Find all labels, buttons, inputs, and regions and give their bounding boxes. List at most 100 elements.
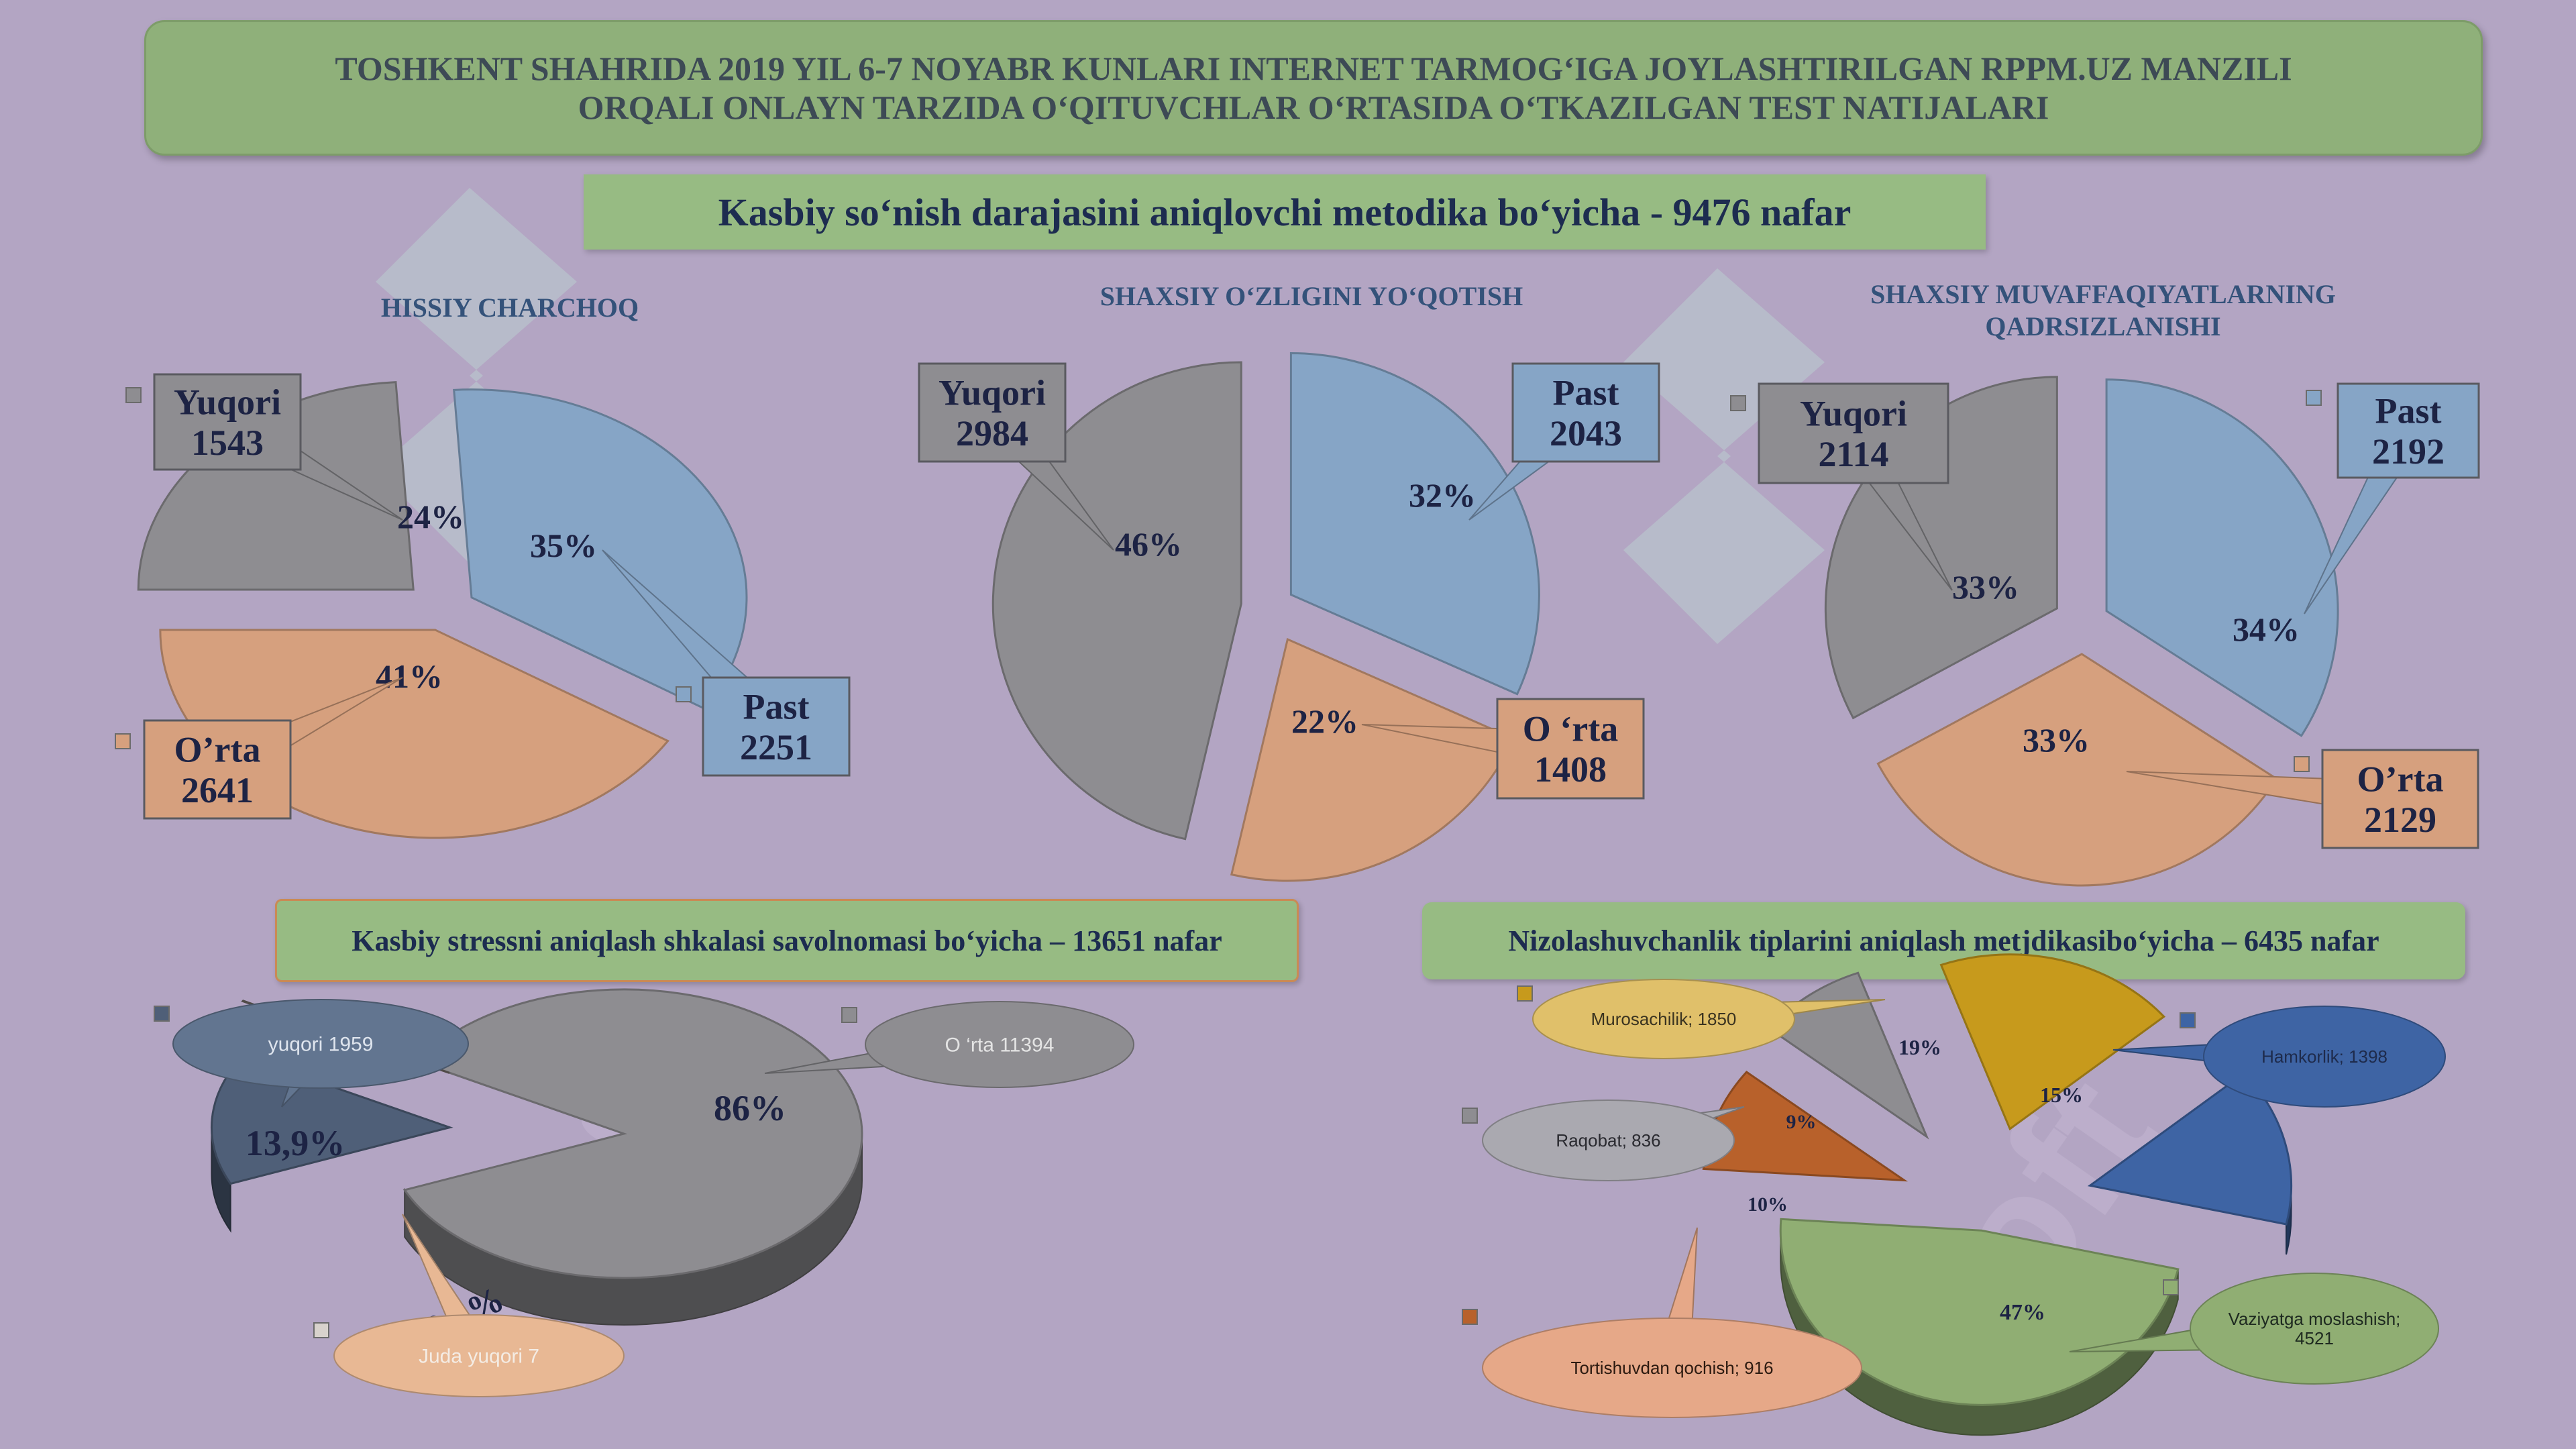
callout-bubble	[2190, 1273, 2439, 1385]
callout-value: 2129	[2364, 800, 2436, 840]
callout-label: O’rta	[2357, 759, 2444, 800]
pie-slice	[1876, 653, 2278, 887]
callout-value: 2192	[2372, 431, 2445, 472]
callout-label: Yuqori	[938, 373, 1046, 413]
callout-bubble	[2203, 1006, 2446, 1108]
legend-marker	[2294, 756, 2310, 772]
pct-label: 35%	[530, 527, 597, 564]
pie-chart-2	[991, 352, 1540, 882]
callout-bubble	[1532, 979, 1795, 1059]
callout-label: Vaziyatga moslashish;	[2229, 1309, 2401, 1329]
main-title-banner: TOSHKENT SHAHRIDA 2019 YIL 6-7 NOYABR KU…	[144, 20, 2483, 156]
pct-label: 15%	[2040, 1083, 2083, 1107]
pie-slice	[2105, 378, 2339, 737]
pct-label: 13,9%	[246, 1123, 345, 1163]
legend-marker	[1730, 395, 1746, 411]
callout-label: yuqori 1959	[268, 1034, 374, 1056]
callout-box	[1511, 362, 1660, 463]
chart-2-title: SHAXSIY O‘ZLIGINI YO‘QOTISH	[1099, 281, 1523, 311]
callout-orta-4: O ‘rta 11394	[764, 1001, 1134, 1088]
callout-value: 2984	[956, 413, 1028, 453]
callout-bubble	[333, 1314, 625, 1397]
callout-raqobat: Raqobat; 836	[1482, 1099, 1745, 1181]
pct-label: 32%	[1409, 476, 1476, 514]
chart-3-title: SHAXSIY MUVAFFAQIYATLARNING QADRSIZLANIS…	[1870, 279, 2336, 341]
callout-juda-yuqori-4: Juda yuqori 7	[333, 1214, 625, 1397]
pct-label: 47%	[2000, 1300, 2045, 1325]
legend-marker	[2180, 1012, 2196, 1028]
method-banner: Kasbiy so‘nish darajasini aniqlovchi met…	[584, 174, 1986, 250]
pct-label: 33%	[1952, 568, 2019, 606]
legend-marker	[841, 1007, 857, 1023]
legend-marker	[154, 1006, 170, 1022]
callout-label: O ‘rta	[1523, 709, 1618, 749]
callout-label: Raqobat; 836	[1556, 1130, 1660, 1150]
callout-value: 4521	[2295, 1328, 2334, 1348]
callout-yuqori-4: yuqori 1959	[172, 999, 469, 1108]
callout-bubble	[1482, 1318, 1862, 1418]
main-title-line-2: ORQALI ONLAYN TARZIDA O‘QITUVCHLAR O‘RTA…	[578, 89, 2049, 126]
pct-label: 46%	[1115, 525, 1182, 563]
legend-marker	[1517, 985, 1533, 1002]
callout-label: Past	[743, 687, 810, 727]
legend-marker	[2163, 1279, 2179, 1295]
callout-label: O ‘rta 11394	[945, 1034, 1055, 1057]
callout-label: Juda yuqori 7	[419, 1346, 539, 1368]
pie-slice	[402, 988, 863, 1279]
callout-label: Yuqori	[174, 382, 281, 423]
legend-marker	[1462, 1108, 1478, 1124]
pie-slice	[1779, 1218, 2180, 1406]
callout-murosachilik: Murosachilik; 1850	[1532, 979, 1886, 1059]
chart-1-title: HISSIY CHARCHOQ	[380, 292, 639, 323]
callout-box	[1496, 698, 1645, 800]
callout-label: Past	[1553, 373, 1619, 413]
pct-label: 22%	[1291, 702, 1358, 740]
pct-label: 24%	[397, 498, 464, 535]
pie-chart-5	[1702, 953, 2292, 1436]
callout-label: Tortishuvdan qochish; 916	[1570, 1358, 1773, 1378]
callout-label: Hamkorlik; 1398	[2261, 1046, 2387, 1067]
callout-box	[2321, 749, 2479, 849]
pct-label: 9%	[1786, 1111, 1817, 1133]
pct-label: 19%	[1898, 1035, 1941, 1059]
callout-tortishuvdan: Tortishuvdan qochish; 916	[1482, 1227, 1862, 1418]
legend-marker	[676, 686, 692, 702]
pct-label: 41%	[376, 657, 443, 695]
callout-value: 2043	[1550, 413, 1622, 453]
callout-bubble	[1482, 1099, 1735, 1181]
legend-marker	[125, 387, 142, 403]
pct-label: 10%	[1748, 1193, 1788, 1216]
legend-marker	[115, 733, 131, 749]
pie-slice	[1289, 352, 1540, 696]
callout-bubble	[865, 1001, 1134, 1088]
callout-value: 2641	[181, 770, 254, 810]
callout-label: Yuqori	[1800, 394, 1907, 434]
callout-bubble	[172, 999, 469, 1089]
callout-label: Past	[2375, 391, 2442, 431]
callout-label: O’rta	[174, 730, 261, 770]
pie-slice	[1939, 953, 2166, 1131]
callout-box	[153, 373, 302, 471]
callout-box	[702, 676, 851, 777]
callout-box	[918, 362, 1067, 463]
callout-value: 2251	[740, 727, 812, 767]
callout-hamkorlik: Hamkorlik; 1398	[2112, 1006, 2446, 1108]
stress-banner: Kasbiy stressni aniqlash shkalasi savoln…	[275, 899, 1299, 982]
callout-value: 2114	[1818, 434, 1888, 474]
callout-label: Murosachilik; 1850	[1591, 1009, 1737, 1029]
legend-marker	[313, 1322, 329, 1338]
legend-marker	[1462, 1309, 1478, 1325]
pct-label: 86%	[714, 1088, 786, 1128]
callout-box	[143, 719, 292, 820]
legend-marker	[2306, 390, 2322, 406]
